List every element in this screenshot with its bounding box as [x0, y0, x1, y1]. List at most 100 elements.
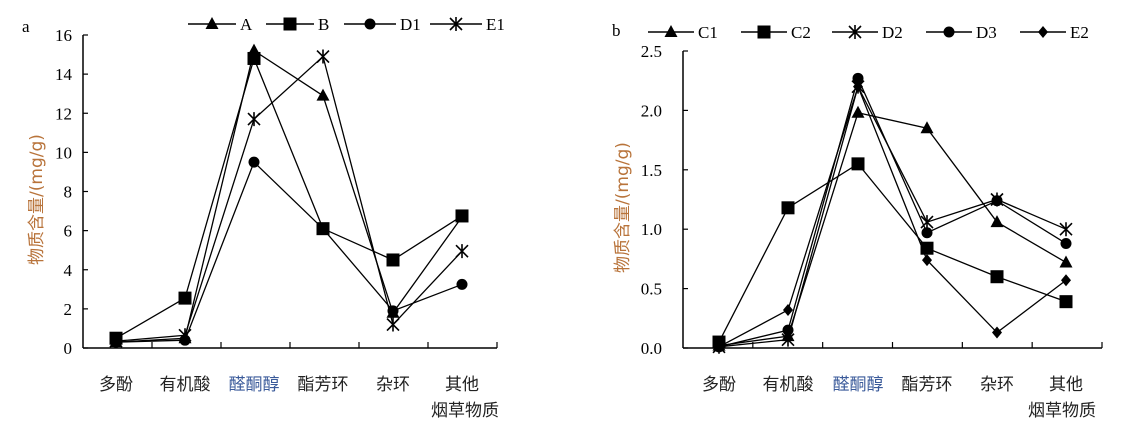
legend-item-D2: D2: [832, 23, 903, 42]
y-tick-label: 1.0: [641, 220, 662, 239]
y-tick-label: 8: [64, 183, 73, 202]
data-point-E1: [247, 112, 261, 127]
legend-marker-C2: [757, 25, 771, 39]
x-category-label: 多酚: [99, 375, 133, 395]
legend-item-D3: D3: [926, 23, 997, 42]
data-point-C1: [920, 121, 934, 134]
legend-marker-D1: [364, 18, 376, 30]
x-category-label: 有机酸: [763, 375, 814, 395]
legend-label: D1: [400, 15, 421, 34]
data-point-C2: [851, 157, 865, 171]
x-category-label: 其他: [445, 375, 479, 395]
series-E2: [714, 80, 1071, 353]
legend-marker-D3: [943, 26, 955, 38]
legend-label: D2: [882, 23, 903, 42]
y-axis-title: 物质含量/(mg/g): [27, 134, 47, 265]
legend-item-C2: C2: [741, 23, 811, 42]
data-point-C1: [990, 215, 1004, 228]
x-axis-title: 烟草物质: [1028, 401, 1096, 421]
data-point-B: [455, 209, 469, 223]
data-point-E2: [853, 80, 863, 93]
y-axis-title: 物质含量/(mg/g): [613, 142, 633, 273]
data-point-E2: [783, 303, 793, 316]
data-point-E1: [386, 317, 400, 332]
series-C2: [712, 157, 1073, 349]
x-category-label: 醛酮醇: [833, 375, 884, 395]
legend-item-D1: D1: [344, 15, 421, 34]
series-D1: [110, 156, 468, 348]
x-category-label: 有机酸: [160, 375, 211, 395]
data-point-C1: [1059, 255, 1073, 268]
data-point-D3: [1060, 237, 1072, 249]
panel-label: b: [612, 21, 621, 40]
y-tick-label: 12: [55, 104, 72, 123]
data-point-C2: [990, 270, 1004, 284]
legend-label: C2: [791, 23, 811, 42]
data-point-E1: [316, 49, 330, 64]
y-tick-label: 0: [64, 339, 73, 358]
y-tick-label: 10: [55, 143, 72, 162]
data-point-E2: [922, 254, 932, 267]
x-category-label: 多酚: [702, 375, 736, 395]
data-point-D3: [991, 195, 1003, 207]
legend-item-B: B: [266, 15, 329, 34]
legend-marker-E2: [1038, 26, 1048, 38]
series-line-C1: [718, 112, 1067, 347]
legend-marker-C1: [664, 25, 678, 37]
series-line-E1: [115, 55, 463, 342]
data-point-E1: [109, 334, 123, 349]
x-category-label: 醛酮醇: [229, 375, 280, 395]
x-category-label: 其他: [1049, 375, 1083, 395]
data-point-D1: [456, 278, 468, 290]
data-point-C2: [781, 201, 795, 215]
x-category-label: 杂环: [376, 375, 410, 395]
data-point-E2: [714, 340, 724, 353]
series-line-D2: [718, 84, 1067, 348]
legend-label: C1: [698, 23, 718, 42]
x-axis-title: 烟草物质: [431, 401, 499, 421]
y-tick-label: 1.5: [641, 161, 662, 180]
legend-label: E1: [486, 15, 505, 34]
legend-item-E2: E2: [1020, 23, 1089, 42]
legend-item-C1: C1: [648, 23, 718, 42]
data-point-D2: [1059, 222, 1073, 237]
legend-marker-A: [205, 17, 219, 29]
data-point-D3: [921, 227, 933, 239]
data-point-E1: [455, 244, 469, 259]
data-point-D3: [782, 324, 794, 336]
data-point-D3: [852, 72, 864, 84]
series-line-D1: [115, 161, 463, 343]
data-point-B: [178, 291, 192, 305]
series-line-C2: [718, 163, 1067, 343]
series-line-E2: [718, 84, 1067, 348]
series-C1: [712, 105, 1073, 351]
y-tick-label: 0.0: [641, 339, 662, 358]
series-D3: [713, 72, 1072, 353]
x-category-label: 酯芳环: [902, 375, 953, 395]
data-point-B: [386, 253, 400, 267]
y-tick-label: 2.5: [641, 42, 662, 61]
legend-label: A: [240, 15, 253, 34]
data-point-D2: [920, 215, 934, 230]
y-tick-label: 2.0: [641, 101, 662, 120]
series-line-A: [115, 49, 463, 343]
data-point-E1: [178, 328, 192, 343]
y-tick-label: 6: [64, 222, 73, 241]
data-point-B: [247, 51, 261, 65]
y-tick-label: 4: [64, 261, 73, 280]
data-point-D1: [248, 156, 260, 168]
data-point-E2: [992, 326, 1002, 339]
data-point-A: [316, 88, 330, 101]
y-tick-label: 14: [55, 65, 73, 84]
panel-label: a: [22, 17, 30, 36]
y-tick-label: 0.5: [641, 280, 662, 299]
data-point-D1: [317, 223, 329, 235]
legend-label: D3: [976, 23, 997, 42]
data-point-C2: [1059, 295, 1073, 309]
legend-item-A: A: [188, 15, 253, 34]
legend-label: B: [318, 15, 329, 34]
y-tick-label: 2: [64, 300, 73, 319]
